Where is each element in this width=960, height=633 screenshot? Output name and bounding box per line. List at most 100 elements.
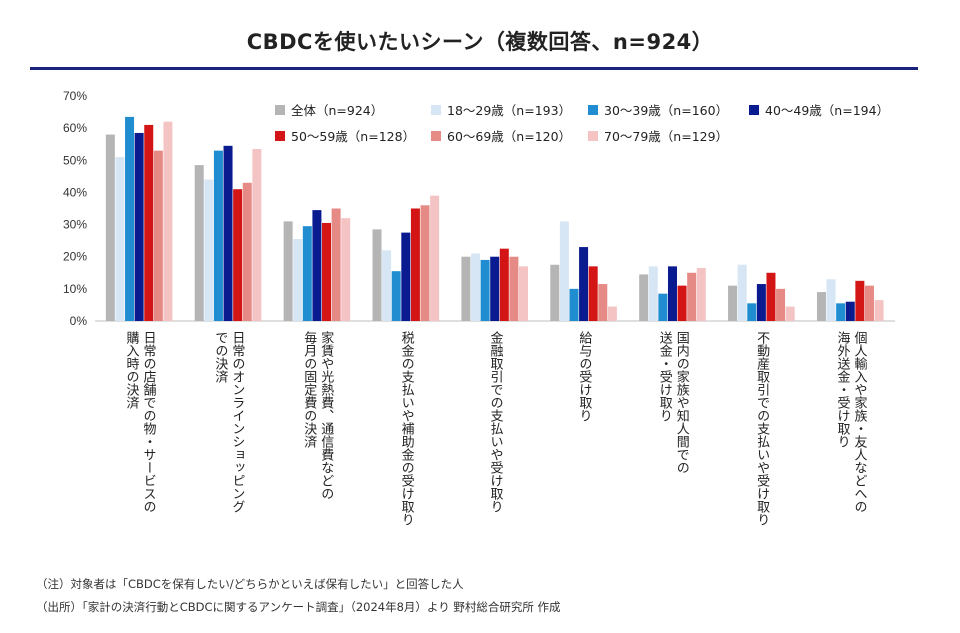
category-label: 日常のオンラインショッピング [229,331,245,513]
y-tick-label: 30% [63,218,87,232]
legend-label: 全体（n=924） [291,103,383,118]
bar-2-5 [471,253,480,321]
bar-1-4 [372,229,382,321]
category-label: での決済 [212,331,228,383]
y-tick-label: 70% [63,89,87,103]
bar-1-2 [194,165,204,321]
bar-2-3 [293,239,303,321]
legend-label: 60～69歳（n=120） [447,129,571,144]
bar-7-3 [341,218,351,321]
bar-3-2 [213,150,223,321]
bar-1-1 [105,134,115,321]
legend-swatch [431,105,441,115]
legend-swatch [275,105,285,115]
category-label: 個人輸入や家族・友人などへの [852,331,868,513]
bar-3-5 [480,259,490,321]
bar-3-6 [569,288,579,321]
bar-1-9 [816,292,826,321]
legend-label: 18～29歳（n=193） [447,103,571,118]
category-label: 送金・受け取り [657,331,673,422]
bar-7-7 [696,267,706,321]
bar-5-1 [144,124,154,321]
category-label: 給与の受け取り [576,331,592,422]
category-label: 国内の家族や知人間での [674,331,690,474]
bar-5-7 [677,285,687,321]
category-label: 毎月の固定費の決済 [301,330,317,448]
bar-7-2 [252,149,262,321]
bar-6-1 [153,150,163,321]
bar-5-6 [588,266,598,321]
bar-6-6 [598,284,608,321]
bar-1-8 [728,285,738,321]
category-label: 不動産取引での支払いや受け取り [754,331,770,526]
category-label: 日常の店舗での物・サービスの [140,331,156,513]
bar-4-3 [312,210,322,321]
chart-title: CBDCを使いたいシーン（複数回答、n=924） [246,30,714,54]
legend-swatch [588,131,598,141]
bar-1-6 [550,264,560,321]
bar-6-3 [331,208,341,321]
y-tick-label: 40% [63,185,87,199]
bar-2-1 [115,157,125,321]
bar-7-4 [430,195,440,321]
bar-2-7 [648,266,658,321]
bar-2-2 [204,179,214,321]
bar-6-7 [687,272,697,321]
bar-1-3 [283,221,293,321]
legend-swatch [431,131,441,141]
legend-label: 30～39歳（n=160） [604,103,728,118]
bar-3-8 [747,303,757,321]
bar-2-9 [826,279,836,321]
y-tick-label: 0% [70,314,88,328]
bar-3-7 [658,293,668,321]
bar-6-8 [776,288,786,321]
bar-2-4 [382,250,392,321]
y-tick-label: 20% [63,250,87,264]
y-tick-label: 50% [63,153,87,167]
legend-swatch [275,131,285,141]
source-note: （出所）「家計の決済行動とCBDCに関するアンケート調査」（2024年8月）より… [36,600,561,614]
bar-4-6 [579,247,589,321]
category-label: 海外送金・受け取り [835,331,851,448]
bar-5-5 [499,248,509,321]
legend-label: 70～79歳（n=129） [604,129,728,144]
category-label: 金融取引での支払いや受け取り [488,330,504,513]
bar-3-3 [302,226,312,321]
bar-6-9 [864,285,874,321]
bar-7-9 [874,300,884,321]
bar-4-4 [401,232,411,321]
category-label: 購入時の決済 [123,331,139,409]
bar-7-8 [785,306,795,321]
bar-3-1 [125,116,135,322]
bar-2-8 [737,264,747,321]
bar-4-2 [223,145,233,321]
footnote: （注）対象者は「CBDCを保有したい/どちらかといえば保有したい」と回答した人 [36,577,464,591]
bar-7-5 [519,266,528,321]
y-tick-label: 10% [63,282,87,296]
bar-5-3 [322,222,332,321]
bar-6-4 [420,205,430,321]
y-tick-label: 60% [63,121,87,135]
bar-7-1 [163,121,173,321]
bar-5-8 [766,272,776,321]
bar-1-7 [639,274,649,321]
bar-7-6 [607,306,617,321]
bar-4-8 [756,284,766,321]
legend-swatch [749,105,759,115]
title-underline [30,67,918,70]
bar-4-5 [490,256,500,321]
bar-5-9 [855,280,865,321]
bar-3-9 [836,303,846,321]
bar-3-4 [391,271,401,321]
bar-2-6 [559,221,569,321]
bar-1-5 [461,256,471,321]
category-label: 税金の支払いや補助金の受け取り [399,331,415,526]
bar-chart: 0% 10% 20% 30% 40% 50% 60% 70% 日常の店舗での物・サービスの購入時… [63,89,895,526]
category-label: 家賃や光熱費、通信費などの [318,330,334,500]
bar-5-4 [410,208,420,321]
bar-4-1 [134,132,144,321]
bar-5-2 [233,189,243,321]
bar-6-5 [509,256,519,321]
bar-4-7 [667,266,677,321]
legend-label: 40～49歳（n=194） [765,103,889,118]
